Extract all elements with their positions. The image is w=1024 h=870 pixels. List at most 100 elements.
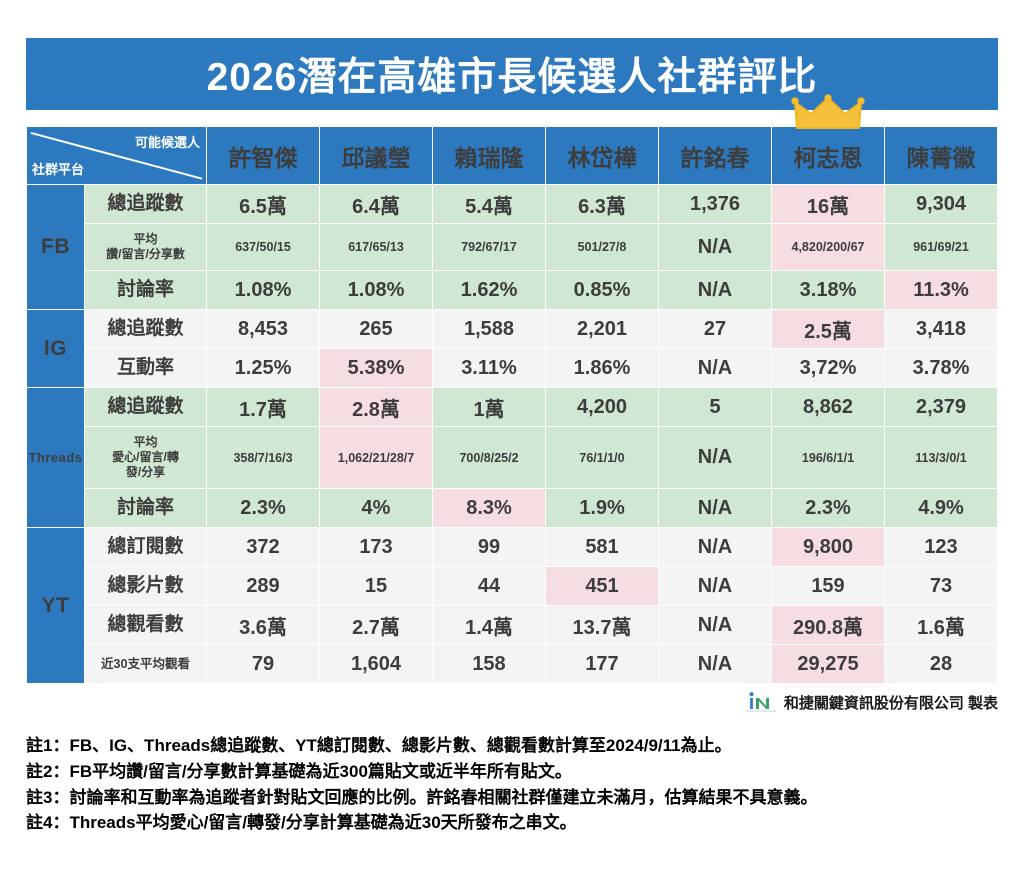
data-cell: 1,588 bbox=[432, 309, 546, 349]
data-cell: 289 bbox=[206, 566, 320, 606]
metric-label: 總追蹤數 bbox=[84, 387, 207, 427]
candidate-header-4: 林岱樺 bbox=[545, 126, 659, 185]
data-cell: 113/3/0/1 bbox=[884, 426, 998, 489]
data-cell: 3.78% bbox=[884, 348, 998, 388]
candidate-name: 柯志恩 bbox=[793, 144, 863, 171]
data-cell: 2.7萬 bbox=[319, 605, 433, 645]
data-cell: 1.08% bbox=[206, 270, 320, 310]
data-cell: 8,862 bbox=[771, 387, 885, 427]
data-cell: 1.25% bbox=[206, 348, 320, 388]
metric-label: 總訂閱數 bbox=[84, 527, 207, 567]
data-cell: 5.38% bbox=[319, 348, 433, 388]
data-cell: N/A bbox=[658, 223, 772, 271]
table-header: 可能候選人 社群平台 許智傑 邱議瑩 賴瑞隆 林岱樺 許銘春 柯志恩 陳菁徽 bbox=[26, 94, 998, 185]
data-cell: 6.3萬 bbox=[545, 184, 659, 224]
data-cell: N/A bbox=[658, 527, 772, 567]
candidate-name: 邱議瑩 bbox=[341, 144, 411, 171]
candidate-name: 賴瑞隆 bbox=[454, 144, 524, 171]
footnote-1: 註1：FB、IG、Threads總追蹤數、YT總訂閱數、總影片數、總觀看數計算至… bbox=[26, 736, 732, 755]
data-cell: 5 bbox=[658, 387, 772, 427]
data-cell: 76/1/1/0 bbox=[545, 426, 659, 489]
table-body: FB 總追蹤數 6.5萬 6.4萬 5.4萬 6.3萬 1,376 16萬 9,304 平均 讚/留… bbox=[26, 184, 998, 684]
data-cell: 123 bbox=[884, 527, 998, 567]
metric-label: 近30支平均觀看 bbox=[84, 644, 207, 684]
footnote-2: 註2：FB平均讚/留言/分享數計算基礎為近300篇貼文或近半年所有貼文。 bbox=[26, 761, 572, 781]
table-row: FB 總追蹤數 6.5萬 6.4萬 5.4萬 6.3萬 1,376 16萬 9,304 bbox=[26, 184, 998, 310]
axis-corner-cell: 可能候選人 社群平台 bbox=[26, 126, 207, 185]
platform-label-yt: YT bbox=[26, 527, 85, 684]
data-cell: 79 bbox=[206, 644, 320, 684]
candidate-header-2: 邱議瑩 bbox=[319, 126, 433, 185]
candidate-axis-label: 可能候選人 bbox=[134, 135, 200, 150]
data-cell: 451 bbox=[545, 566, 659, 606]
data-cell: 358/7/16/3 bbox=[206, 426, 320, 489]
comparison-table: 可能候選人 社群平台 許智傑 邱議瑩 賴瑞隆 林岱樺 許銘春 柯志恩 陳菁徽 FB 總追蹤數 6… bbox=[26, 94, 998, 684]
data-cell: 158 bbox=[432, 644, 546, 684]
data-cell: N/A bbox=[658, 426, 772, 489]
data-cell: 4,200 bbox=[545, 387, 659, 427]
table-row: 總影片數 289 15 44 451 N/A 159 73 bbox=[27, 566, 998, 606]
data-cell: 1.7萬 bbox=[206, 387, 320, 427]
data-cell: 27 bbox=[658, 309, 772, 349]
comparison-table-container: 可能候選人 社群平台 許智傑 邱議瑩 賴瑞隆 林岱樺 許銘春 柯志恩 陳菁徽 FB 總追蹤數 6… bbox=[26, 94, 998, 684]
data-cell: 3,418 bbox=[884, 309, 998, 349]
metric-label: 討論率 bbox=[84, 488, 207, 528]
table-row: YT 總訂閱數 372 173 99 581 N/A 9,800 123 bbox=[26, 527, 998, 684]
metric-label: 總觀看數 bbox=[84, 605, 207, 645]
data-cell: 2,379 bbox=[884, 387, 998, 427]
table-row: 討論率 1.08% 1.08% 1.62% 0.85% N/A 3.18% 11.3% bbox=[27, 270, 998, 310]
table-row: 互動率 1.25% 5.38% 3.11% 1.86% N/A 3,72% 3.78% bbox=[27, 348, 998, 388]
data-cell: 1.08% bbox=[319, 270, 433, 310]
data-cell: 2.3% bbox=[771, 488, 885, 528]
table-row: 總觀看數 3.6萬 2.7萬 1.4萬 13.7萬 N/A 290.8萬 1.6萬 bbox=[27, 605, 998, 645]
data-cell: N/A bbox=[658, 605, 772, 645]
data-cell: 617/65/13 bbox=[319, 223, 433, 271]
table-row: 近30支平均觀看 79 1,604 158 177 N/A 29,275 28 bbox=[27, 644, 998, 684]
header-row: 可能候選人 社群平台 許智傑 邱議瑩 賴瑞隆 林岱樺 許銘春 柯志恩 陳菁徽 bbox=[26, 94, 998, 185]
data-cell: 2.3% bbox=[206, 488, 320, 528]
metric-label: 總追蹤數 bbox=[84, 184, 207, 224]
table-row: 平均 讚/留言/分享數 637/50/15 617/65/13 792/67/17 501… bbox=[27, 223, 998, 271]
data-cell: 3,72% bbox=[771, 348, 885, 388]
data-cell: 1萬 bbox=[432, 387, 546, 427]
platform-axis-label: 社群平台 bbox=[32, 162, 85, 177]
data-cell: 29,275 bbox=[771, 644, 885, 684]
data-cell: 9,304 bbox=[884, 184, 998, 224]
metric-label: 平均 讚/留言/分享數 bbox=[84, 223, 207, 271]
data-cell: 73 bbox=[884, 566, 998, 606]
data-cell: N/A bbox=[658, 644, 772, 684]
table-row: 平均 愛心/留言/轉 發/分享 358/7/16/3 1,062/21/28/7 700/… bbox=[27, 426, 998, 489]
data-cell: N/A bbox=[658, 488, 772, 528]
data-cell: 0.85% bbox=[545, 270, 659, 310]
data-cell: 173 bbox=[319, 527, 433, 567]
footnotes: 註1：FB、IG、Threads總追蹤數、YT總訂閱數、總影片數、總觀看數計算至… bbox=[26, 733, 1006, 836]
data-cell: 1.9% bbox=[545, 488, 659, 528]
data-cell: 3.6萬 bbox=[206, 605, 320, 645]
data-cell: 792/67/17 bbox=[432, 223, 546, 271]
data-cell: 15 bbox=[319, 566, 433, 606]
table-row: IG 總追蹤數 8,453 265 1,588 2,201 27 2.5萬 3,418 bbox=[26, 309, 998, 388]
data-cell: 159 bbox=[771, 566, 885, 606]
data-cell: 4,820/200/67 bbox=[771, 223, 885, 271]
data-cell: N/A bbox=[658, 566, 772, 606]
candidate-header-5: 許銘春 bbox=[658, 126, 772, 185]
data-cell: 4% bbox=[319, 488, 433, 528]
data-cell: 581 bbox=[545, 527, 659, 567]
data-cell: N/A bbox=[658, 348, 772, 388]
in-logo-icon bbox=[745, 691, 776, 713]
data-cell: 961/69/21 bbox=[884, 223, 998, 271]
data-cell: 265 bbox=[319, 309, 433, 349]
data-cell: 4.9% bbox=[884, 488, 998, 528]
data-cell: 6.4萬 bbox=[319, 184, 433, 224]
data-cell: 372 bbox=[206, 527, 320, 567]
candidate-header-1: 許智傑 bbox=[206, 126, 320, 185]
data-cell: 2.8萬 bbox=[319, 387, 433, 427]
data-cell: 501/27/8 bbox=[545, 223, 659, 271]
platform-label-ig: IG bbox=[26, 309, 85, 388]
data-cell: 9,800 bbox=[771, 527, 885, 567]
data-cell: 99 bbox=[432, 527, 546, 567]
data-cell: 2.5萬 bbox=[771, 309, 885, 349]
data-cell: 3.11% bbox=[432, 348, 546, 388]
data-cell: 700/8/25/2 bbox=[432, 426, 546, 489]
